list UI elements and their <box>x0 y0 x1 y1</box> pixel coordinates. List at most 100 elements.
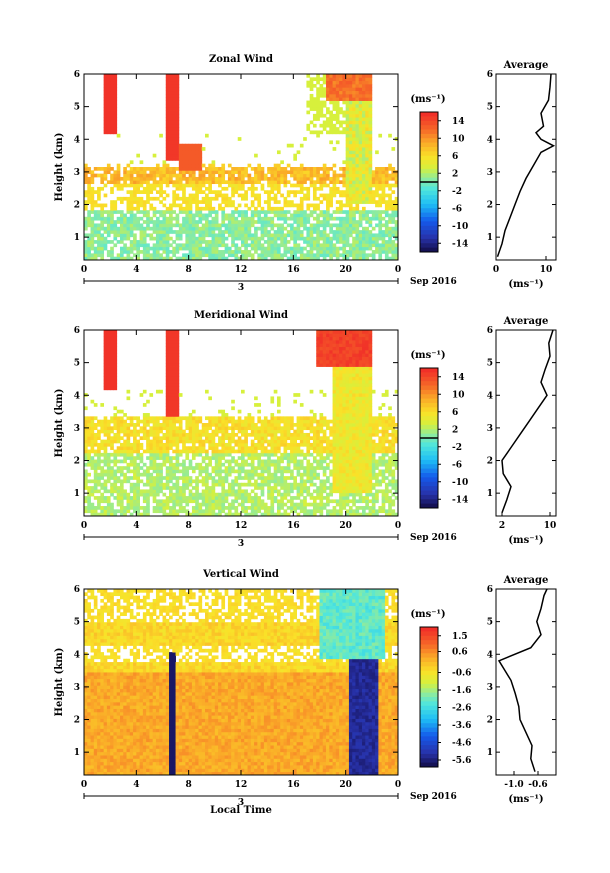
heatmap-cell <box>312 469 317 474</box>
heatmap-cell <box>103 74 108 78</box>
heatmap-cell <box>185 256 190 261</box>
heatmap-cell <box>267 216 271 221</box>
heatmap-cell <box>93 213 98 218</box>
heatmap-cell <box>93 240 98 244</box>
heatmap-cell <box>97 466 101 470</box>
heatmap-cell <box>175 399 180 404</box>
heatmap-cell <box>257 243 262 248</box>
heatmap-cell <box>97 236 101 241</box>
heatmap-cell <box>142 226 147 231</box>
heatmap-cell <box>231 226 235 231</box>
heatmap-cell <box>169 356 173 361</box>
heatmap-cell <box>100 203 105 208</box>
heatmap-cell <box>106 80 111 85</box>
heatmap-cell <box>388 236 392 241</box>
heatmap-cell <box>198 220 203 224</box>
x-tick-label: 4 <box>133 265 139 275</box>
heatmap-cell <box>316 436 320 441</box>
heatmap-cell <box>358 213 363 218</box>
heatmap-cell <box>126 496 131 500</box>
heatmap-cell <box>182 157 186 161</box>
heatmap-cell <box>241 389 245 394</box>
heatmap-cell <box>169 127 173 131</box>
heatmap-cell <box>345 163 350 168</box>
heatmap-cell <box>312 97 317 101</box>
heatmap-cell <box>159 180 163 185</box>
heatmap-cell <box>322 343 327 348</box>
heatmap-cell <box>182 459 186 464</box>
heatmap-cell <box>159 472 163 477</box>
heatmap-cell <box>106 120 111 125</box>
heatmap-cell <box>260 173 265 178</box>
heatmap-cell <box>146 167 150 171</box>
heatmap-cell <box>273 176 278 181</box>
heatmap-cell <box>388 250 392 254</box>
heatmap-cell <box>205 432 209 437</box>
heatmap-cell <box>290 456 294 460</box>
heatmap-cell <box>205 456 209 460</box>
heatmap-cell <box>368 150 373 155</box>
heatmap-cell <box>296 429 301 434</box>
heatmap-cell <box>358 240 363 244</box>
heatmap-cell <box>362 213 366 218</box>
heatmap-cell <box>365 213 369 218</box>
heatmap-cell <box>283 416 288 421</box>
heatmap-cell <box>227 163 232 168</box>
heatmap-cell <box>362 123 366 128</box>
heatmap-cell <box>149 459 154 464</box>
heatmap-cell <box>312 419 317 424</box>
heatmap-cell <box>172 74 176 78</box>
heatmap-cell <box>355 173 360 178</box>
heatmap-cell <box>335 173 340 178</box>
heatmap-cell <box>142 462 147 467</box>
heatmap-cell <box>329 253 333 258</box>
heatmap-cell <box>198 200 203 204</box>
heatmap-cell <box>129 210 134 214</box>
heatmap-cell <box>316 419 320 424</box>
heatmap-cell <box>306 459 311 464</box>
heatmap-cell <box>312 190 317 194</box>
heatmap-cell <box>172 406 176 411</box>
heatmap-cell <box>286 446 291 450</box>
heatmap-cell <box>201 459 206 464</box>
heatmap-cell <box>345 160 350 165</box>
heatmap-cell <box>129 486 134 490</box>
heatmap-cell <box>231 466 235 470</box>
heatmap-cell <box>103 216 108 221</box>
heatmap-cell <box>87 439 91 444</box>
heatmap-cell <box>293 399 297 404</box>
heatmap-cell <box>165 403 170 407</box>
average-x-label: (ms⁻¹) <box>508 279 543 290</box>
heatmap-cell <box>257 486 262 490</box>
heatmap-cell <box>309 100 314 105</box>
heatmap-cell <box>126 200 131 204</box>
heatmap-cell <box>326 77 330 82</box>
heatmap-cell <box>384 213 389 218</box>
heatmap-cell <box>214 496 219 500</box>
heatmap-cell <box>234 256 239 261</box>
heatmap-cell <box>247 496 252 500</box>
heatmap-cell <box>299 423 304 427</box>
heatmap-cell <box>188 416 193 421</box>
heatmap-cell <box>218 512 222 517</box>
heatmap-cell <box>172 253 176 258</box>
heatmap-cell <box>175 246 180 251</box>
heatmap-cell <box>201 240 206 244</box>
heatmap-cell <box>224 512 229 517</box>
heatmap-cell <box>195 250 199 254</box>
heatmap-cell <box>208 250 212 254</box>
heatmap-cell <box>335 120 340 125</box>
heatmap-cell <box>113 349 118 354</box>
heatmap-cell <box>241 506 245 510</box>
heatmap-cell <box>254 233 258 238</box>
heatmap-cell <box>169 439 173 444</box>
heatmap-cell <box>103 469 108 474</box>
heatmap-cell <box>362 83 366 88</box>
heatmap-cell <box>280 226 284 231</box>
heatmap-cell <box>322 449 327 454</box>
heatmap-cell <box>293 429 297 434</box>
heatmap-cell <box>299 210 304 214</box>
heatmap-cell <box>355 93 360 98</box>
heatmap-cell <box>136 170 140 175</box>
heatmap-cell <box>103 107 108 111</box>
